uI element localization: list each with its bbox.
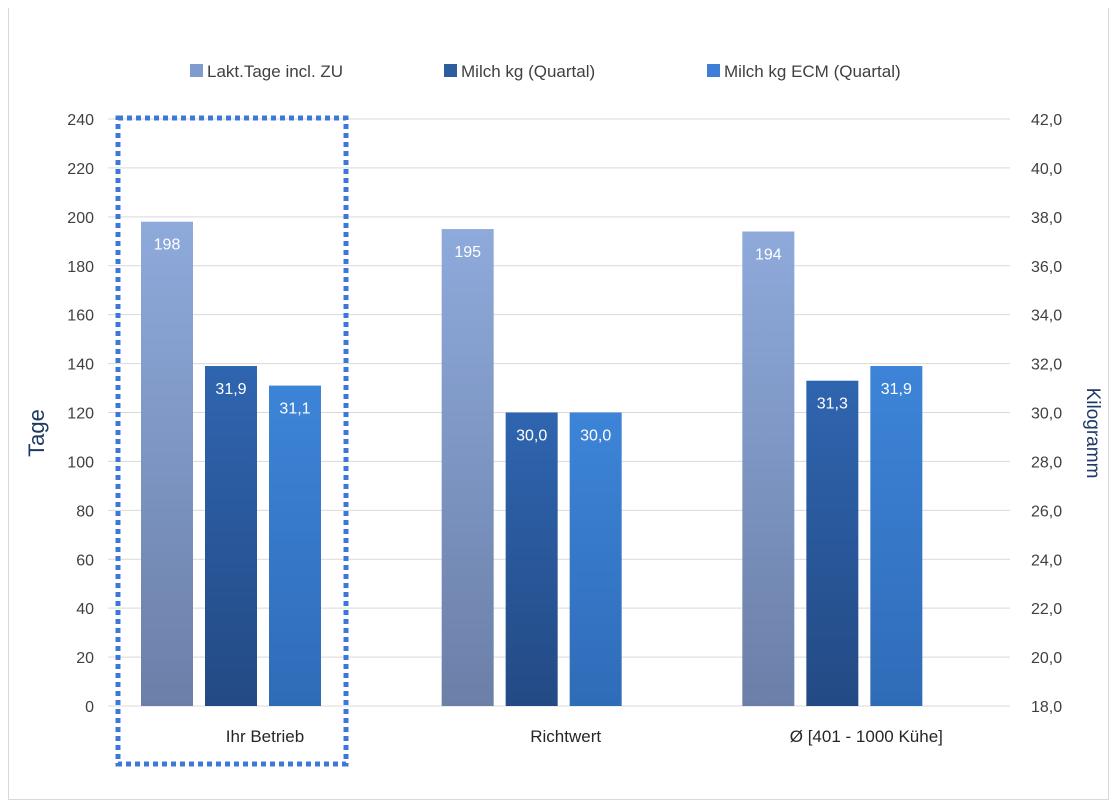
legend-label: Lakt.Tage incl. ZU bbox=[207, 62, 343, 81]
y-tick-label: 40 bbox=[76, 601, 94, 618]
y2-tick-label: 36,0 bbox=[1031, 259, 1062, 276]
y-tick-label: 80 bbox=[76, 503, 94, 520]
category-label: Richtwert bbox=[530, 727, 601, 746]
data-label: 195 bbox=[454, 244, 481, 261]
data-label: 30,0 bbox=[516, 428, 547, 445]
y2-tick-label: 28,0 bbox=[1031, 454, 1062, 471]
data-label: 31,3 bbox=[817, 396, 848, 413]
y2-tick-label: 32,0 bbox=[1031, 357, 1062, 374]
y-tick-label: 140 bbox=[67, 357, 94, 374]
data-label: 198 bbox=[154, 237, 181, 254]
bar bbox=[870, 366, 923, 706]
bars bbox=[141, 221, 923, 706]
y2-tick-label: 40,0 bbox=[1031, 161, 1062, 178]
y2-tick-label: 24,0 bbox=[1031, 552, 1062, 569]
bar bbox=[269, 385, 321, 706]
cropped-title-strip bbox=[0, 0, 1111, 8]
y2-tick-label: 18,0 bbox=[1031, 699, 1062, 716]
y2-tick-label: 38,0 bbox=[1031, 210, 1062, 227]
legend: Lakt.Tage incl. ZU Milch kg (Quartal) Milc… bbox=[190, 62, 901, 81]
y2-tick-label: 20,0 bbox=[1031, 650, 1062, 667]
y2-tick-label: 30,0 bbox=[1031, 406, 1062, 423]
data-labels: 198 31,9 31,1 195 30,0 30,0 194 31,3 31,9 bbox=[154, 237, 912, 445]
y2-tick-label: 22,0 bbox=[1031, 601, 1062, 618]
legend-swatch bbox=[444, 64, 457, 77]
y-tick-label: 180 bbox=[67, 259, 94, 276]
y-tick-label: 200 bbox=[67, 210, 94, 227]
y-tick-label: 160 bbox=[67, 308, 94, 325]
y-tick-label: 20 bbox=[76, 650, 94, 667]
bar bbox=[205, 366, 257, 706]
axes: 0 18,0 20 20,0 40 22,0 60 24,0 80 26,0 100 28,0 120 3… bbox=[67, 112, 1062, 746]
y-axis-title: Tage bbox=[24, 409, 49, 457]
bar bbox=[141, 221, 193, 706]
legend-swatch bbox=[707, 64, 720, 77]
bar bbox=[806, 380, 859, 706]
legend-label: Milch kg (Quartal) bbox=[461, 62, 595, 81]
legend-label: Milch kg ECM (Quartal) bbox=[724, 62, 901, 81]
y-tick-label: 100 bbox=[67, 454, 94, 471]
y2-tick-label: 42,0 bbox=[1031, 112, 1062, 129]
bar bbox=[441, 229, 494, 706]
data-label: 194 bbox=[755, 247, 782, 264]
y-tick-label: 220 bbox=[67, 161, 94, 178]
bar bbox=[569, 412, 622, 706]
y-tick-label: 60 bbox=[76, 552, 94, 569]
bar bbox=[742, 231, 795, 706]
data-label: 31,9 bbox=[215, 381, 246, 398]
y-tick-label: 120 bbox=[67, 406, 94, 423]
category-label: Ihr Betrieb bbox=[226, 727, 304, 746]
y2-tick-label: 34,0 bbox=[1031, 308, 1062, 325]
y-tick-label: 0 bbox=[85, 699, 94, 716]
data-label: 31,1 bbox=[279, 401, 310, 418]
bar bbox=[505, 412, 558, 706]
y2-tick-label: 26,0 bbox=[1031, 503, 1062, 520]
data-label: 30,0 bbox=[580, 428, 611, 445]
y-tick-label: 240 bbox=[67, 112, 94, 129]
y2-axis-title: Kilogramm bbox=[1082, 388, 1103, 479]
chart-frame bbox=[8, 0, 1109, 800]
data-label: 31,9 bbox=[881, 381, 912, 398]
highlight-box bbox=[115, 115, 349, 767]
legend-swatch bbox=[190, 64, 203, 77]
gridlines bbox=[108, 118, 1010, 707]
category-label: Ø [401 - 1000 Kühe] bbox=[790, 727, 943, 746]
